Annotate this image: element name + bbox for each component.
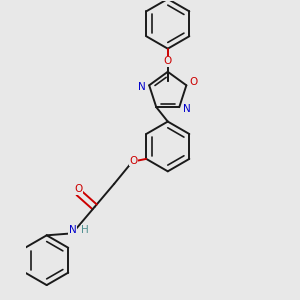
Text: O: O — [164, 56, 172, 66]
Text: O: O — [189, 77, 198, 87]
Text: N: N — [138, 82, 146, 92]
Text: O: O — [130, 156, 138, 166]
Text: N: N — [69, 225, 76, 235]
Text: O: O — [75, 184, 83, 194]
Text: H: H — [81, 225, 89, 235]
Text: N: N — [182, 104, 190, 114]
